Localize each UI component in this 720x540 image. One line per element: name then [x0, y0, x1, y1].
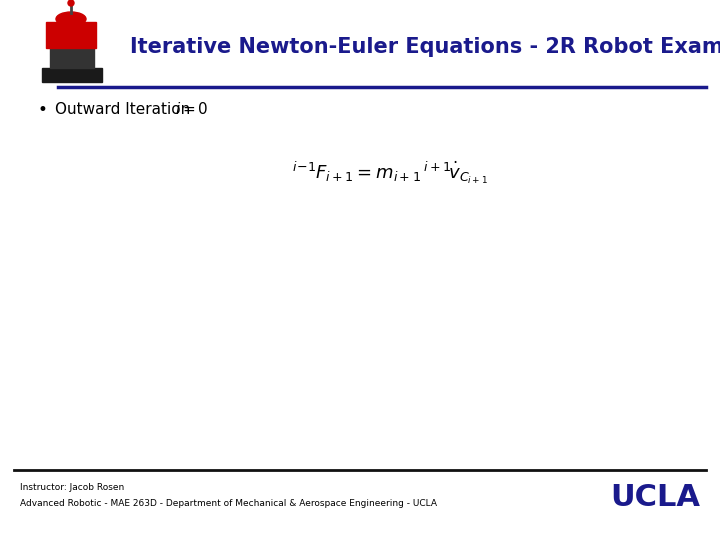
Text: $i=0$: $i=0$	[175, 101, 209, 117]
Text: Outward Iteration: Outward Iteration	[55, 103, 190, 118]
Ellipse shape	[56, 12, 86, 26]
Text: UCLA: UCLA	[610, 483, 700, 511]
Circle shape	[68, 0, 74, 6]
Text: Iterative Newton-Euler Equations - 2R Robot Example: Iterative Newton-Euler Equations - 2R Ro…	[130, 37, 720, 57]
Text: •: •	[38, 101, 48, 119]
Bar	[42, 68, 102, 82]
Text: ${}^{i\!-\!1}F_{i+1} = m_{i+1} \,{}^{i+1}\!\dot{v}_{C_{i+1}}$: ${}^{i\!-\!1}F_{i+1} = m_{i+1} \,{}^{i+1…	[292, 160, 488, 186]
Text: Instructor: Jacob Rosen: Instructor: Jacob Rosen	[20, 483, 125, 492]
Text: Advanced Robotic - MAE 263D - Department of Mechanical & Aerospace Engineering -: Advanced Robotic - MAE 263D - Department…	[20, 500, 437, 509]
Bar	[50, 48, 94, 68]
Bar	[46, 22, 96, 48]
